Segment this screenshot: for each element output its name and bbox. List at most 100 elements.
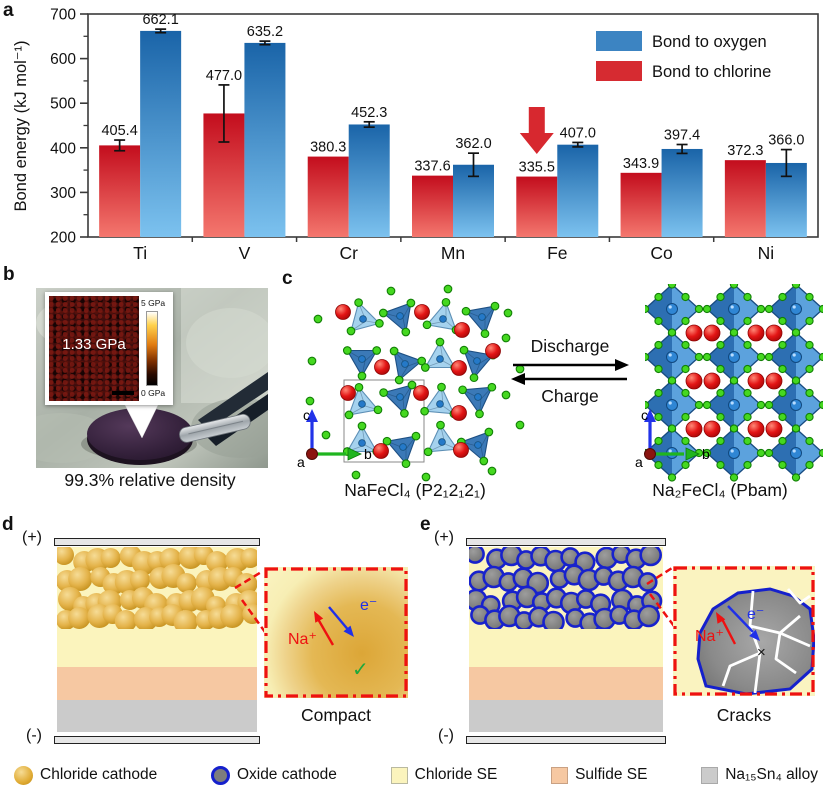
cl-atom xyxy=(681,388,690,398)
bar-value-label: 405.4 xyxy=(101,123,137,139)
cl-atom xyxy=(501,390,511,400)
bar-Fe-oxygen xyxy=(557,144,599,237)
x-category-label: Mn xyxy=(441,243,465,262)
fe-atom xyxy=(790,447,802,459)
cl-atom xyxy=(818,448,823,458)
cl-atom xyxy=(743,292,752,302)
chloride-particle xyxy=(220,604,245,628)
key-item-chloride-se: Chloride SE xyxy=(390,766,498,784)
axis-triad-left: c b a xyxy=(297,407,372,470)
bar-Cr-chlorine xyxy=(307,156,349,237)
check-icon: ✓ xyxy=(352,659,369,681)
na-atom xyxy=(765,420,783,438)
cl-atom xyxy=(729,473,739,482)
panel-label-d: d xyxy=(2,514,14,535)
na-atom xyxy=(335,304,351,320)
fe-atom xyxy=(790,303,802,315)
cl-atom xyxy=(805,340,814,350)
cracked-particle-inset: Na⁺ e⁻ × xyxy=(673,566,816,696)
fecl4-tetrahedron xyxy=(461,301,500,339)
key-item-alloy: Na₁₅Sn₄ alloy xyxy=(701,766,818,784)
cl-atom xyxy=(342,346,352,355)
na-atom xyxy=(747,372,765,390)
cl-atom xyxy=(400,409,409,418)
sulfide-se-swatch xyxy=(551,766,569,784)
oxide-particle xyxy=(637,604,660,628)
fecl4-tetrahedron xyxy=(456,427,494,466)
cl-atom xyxy=(407,380,417,390)
fecl6-octahedron xyxy=(764,328,823,386)
cl-atom xyxy=(461,306,471,316)
na-atom xyxy=(747,420,765,438)
b-axis-arrow xyxy=(685,447,700,461)
highlight-down-arrow xyxy=(519,107,554,154)
cl-atom xyxy=(420,406,429,416)
cl-atom xyxy=(344,410,354,420)
key-label: Chloride cathode xyxy=(40,766,158,783)
panel-label-e: e xyxy=(420,514,431,535)
cl-atom xyxy=(479,456,489,466)
cl-atom xyxy=(716,292,725,302)
fe-atom xyxy=(396,312,404,320)
chloride-se-swatch xyxy=(390,766,408,784)
cl-atom xyxy=(716,316,725,326)
fe-atom xyxy=(399,443,407,451)
chloride-particle xyxy=(68,607,91,629)
cl-atom xyxy=(764,448,774,458)
bond-energy-chart: 200 300 400 500 600 700 Bond energy (kJ mol⁻¹)… xyxy=(0,0,826,263)
fecl6-octahedron xyxy=(702,424,766,482)
colorbar-max-label: 5 GPa xyxy=(141,298,166,308)
cl-atom xyxy=(716,364,725,374)
cl-atom xyxy=(645,400,650,410)
cl-atom xyxy=(411,431,421,441)
cl-atom xyxy=(394,375,404,385)
cl-atom xyxy=(702,400,712,410)
x-category-label: V xyxy=(239,243,251,262)
cl-atom xyxy=(791,473,801,482)
b-axis-arrow xyxy=(347,447,362,461)
modulus-map-inset: 1.33 GPa 5 GPa 0 GPa xyxy=(45,292,173,405)
na-atom xyxy=(485,343,501,359)
bar-value-label: 372.3 xyxy=(727,143,763,159)
na-atom xyxy=(413,385,429,401)
na-ion-arrow xyxy=(716,612,726,624)
cl-atom xyxy=(681,292,690,302)
oxide-cathode-swatch xyxy=(210,765,230,785)
cl-atom xyxy=(681,460,690,470)
tweezers-arm-upper xyxy=(198,372,268,430)
cl-atom xyxy=(681,364,690,374)
x-category-label: Cr xyxy=(339,243,358,262)
cl-atom xyxy=(818,352,823,362)
a-axis-dot xyxy=(644,448,656,460)
axis-c-label: c xyxy=(303,407,310,423)
pellet-photo: 1.33 GPa 5 GPa 0 GPa xyxy=(36,288,268,468)
compact-caption: Compact xyxy=(300,705,372,725)
fecl4-tetrahedron xyxy=(379,380,417,418)
cl-atom xyxy=(805,292,814,302)
cl-atom xyxy=(729,376,739,385)
current-collector-top-e xyxy=(466,538,666,546)
cl-atom xyxy=(406,298,416,308)
cl-atom xyxy=(743,436,752,446)
cl-atom xyxy=(778,388,787,398)
chloride-particle xyxy=(68,567,93,591)
axis-triad-right: c b a xyxy=(635,407,710,470)
panel-label-c: c xyxy=(282,268,293,289)
electron-arrow xyxy=(749,629,760,641)
cracks-caption: Cracks xyxy=(716,705,772,725)
sulfide-se-layer-d xyxy=(57,667,257,700)
key-label: Chloride SE xyxy=(414,766,498,783)
cl-atom xyxy=(423,447,433,457)
cl-atom xyxy=(716,388,725,398)
y-tick-label: 200 xyxy=(50,230,76,247)
cl-atom xyxy=(441,297,451,307)
cl-atom xyxy=(702,304,712,314)
bar-V-oxygen xyxy=(244,42,286,237)
chloride-particle xyxy=(235,573,257,595)
cl-atom xyxy=(764,400,774,410)
key-label: Sulfide SE xyxy=(575,766,648,783)
cl-atom xyxy=(490,301,500,311)
fe-atom xyxy=(358,400,366,408)
cl-atom xyxy=(743,364,752,374)
na-atom xyxy=(685,324,703,342)
